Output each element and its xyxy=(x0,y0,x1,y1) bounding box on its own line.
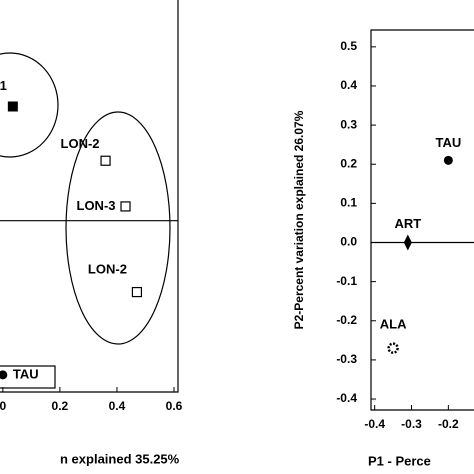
x-tick-label: 0.2 xyxy=(52,399,69,413)
point-label: LON-2 xyxy=(61,136,100,151)
point xyxy=(387,342,399,354)
point xyxy=(131,286,143,298)
plot-frame xyxy=(0,0,179,393)
y-tick-label: -0.1 xyxy=(336,274,357,288)
x-tick-label: 0 xyxy=(0,399,7,413)
x-axis-title: n explained 35.25% xyxy=(60,451,180,466)
x-tick-label: -0.4 xyxy=(364,417,385,431)
y-tick-label: -0.3 xyxy=(336,352,357,366)
y-tick-label: -0.2 xyxy=(336,313,357,327)
point-label: LON-3 xyxy=(77,198,116,213)
point xyxy=(0,370,8,380)
x-axis-title: P1 - Perce xyxy=(368,453,431,468)
point-label: LON-2 xyxy=(88,262,127,277)
y-tick-label: 0.0 xyxy=(340,235,357,249)
x-tick-label: -0.2 xyxy=(438,417,459,431)
point-label: ALA xyxy=(380,317,407,332)
label-box xyxy=(0,365,56,389)
point-label: TAU xyxy=(13,366,39,381)
point xyxy=(7,101,18,112)
point xyxy=(443,155,453,165)
y-tick-label: 0.4 xyxy=(340,78,357,92)
y-tick-label: 0.1 xyxy=(340,196,357,210)
point-label: SHA-1 xyxy=(0,78,7,93)
cluster-ellipse xyxy=(0,52,59,158)
y-axis-title: P2-Percent variation explained 26.07% xyxy=(292,110,306,329)
plot-frame xyxy=(370,29,474,411)
y-tick-label: -0.4 xyxy=(336,391,357,405)
y-tick-label: 0.2 xyxy=(340,156,357,170)
y-tick-label: 0.5 xyxy=(340,39,357,53)
point-label: TAU xyxy=(435,135,461,150)
cluster-ellipse xyxy=(65,111,171,345)
y-tick-label: 0.3 xyxy=(340,117,357,131)
x-tick-label: -0.3 xyxy=(401,417,422,431)
point xyxy=(100,155,111,166)
x-tick-label: 0.4 xyxy=(109,399,126,413)
x-tick-label: 0.6 xyxy=(166,399,183,413)
point xyxy=(120,201,131,212)
point xyxy=(403,234,412,251)
point-label: ART xyxy=(394,216,421,231)
